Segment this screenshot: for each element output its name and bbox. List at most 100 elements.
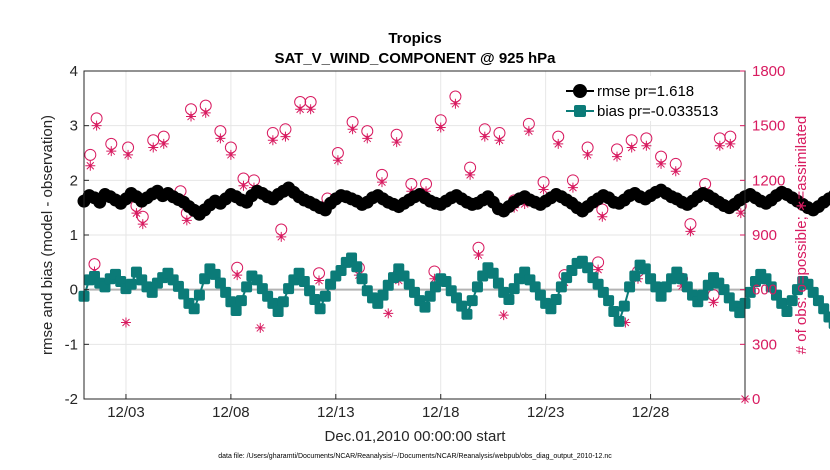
- obs-assimilated-point: [656, 158, 667, 169]
- legend-rmse-marker: [573, 84, 587, 98]
- x-tick-label: 12/18: [422, 404, 460, 421]
- obs-assimilated-point: [276, 231, 287, 242]
- x-tick-label: 12/13: [317, 404, 355, 421]
- bias-point: [220, 286, 232, 298]
- obs-assimilated-point: [295, 104, 306, 115]
- bias-point: [734, 307, 746, 319]
- chart-title: Tropics: [388, 30, 441, 47]
- obs-assimilated-point: [120, 317, 131, 328]
- obs-assimilated-point: [123, 149, 134, 160]
- bias-point: [319, 290, 331, 302]
- bias-point: [277, 296, 289, 308]
- bias-point: [471, 281, 483, 293]
- bias-point: [304, 285, 316, 297]
- bias-point: [781, 306, 793, 318]
- rmse-point: [827, 190, 830, 201]
- bias-point: [125, 278, 137, 290]
- bias-point: [388, 272, 400, 284]
- obs-assimilated-point: [305, 104, 316, 115]
- chart-subtitle: SAT_V_WIND_COMPONENT @ 925 hPa: [274, 50, 556, 67]
- bias-point: [624, 281, 636, 293]
- bias-point: [555, 281, 567, 293]
- obs-assimilated-point: [158, 138, 169, 149]
- bias-point: [419, 301, 431, 313]
- legend-bias-marker: [574, 105, 586, 117]
- y-right-tick-label: 900: [752, 227, 777, 244]
- y-tick-label: 3: [70, 118, 78, 135]
- bias-point: [298, 275, 310, 287]
- bias-point: [346, 252, 358, 264]
- obs-assimilated-point: [597, 211, 608, 222]
- bias-point: [550, 294, 562, 306]
- obs-assimilated-point: [280, 131, 291, 142]
- bias-point: [193, 289, 205, 301]
- bias-point: [582, 262, 594, 274]
- obs-assimilated-point: [641, 140, 652, 151]
- obs-assimilated-point: [429, 273, 440, 284]
- bias-point: [655, 290, 667, 302]
- bias-point: [314, 303, 326, 315]
- obs-assimilated-point: [626, 142, 637, 153]
- bias-series: [78, 252, 830, 329]
- bias-point: [508, 283, 520, 295]
- obs-assimilated-point: [362, 133, 373, 144]
- obs-assimilated-point: [238, 180, 249, 191]
- bias-point: [241, 281, 253, 293]
- bias-point: [209, 268, 221, 280]
- obs-assimilated-point: [735, 208, 746, 219]
- bias-point: [503, 294, 515, 306]
- obs-assimilated-point: [200, 107, 211, 118]
- obs-assimilated-point: [620, 317, 631, 328]
- obs-assimilated-point: [85, 160, 96, 171]
- bias-point: [608, 306, 620, 318]
- bias-point: [823, 311, 830, 323]
- y-right-tick-label: 300: [752, 336, 777, 353]
- obs-assimilated-point: [553, 138, 564, 149]
- bias-point: [251, 274, 263, 286]
- bias-point: [466, 295, 478, 307]
- obs-assimilated-point: [611, 151, 622, 162]
- footnote: data file: /Users/gharamti/Documents/NCA…: [218, 453, 612, 460]
- bias-point: [351, 261, 363, 273]
- obs-assimilated-point: [332, 155, 343, 166]
- obs-assimilated-point: [232, 270, 243, 281]
- obs-assimilated-point: [383, 308, 394, 319]
- bias-point: [461, 308, 473, 320]
- obs-assimilated-point: [538, 184, 549, 195]
- bias-point: [545, 303, 557, 315]
- y-axis-right-label: # of obs: o=possible; ∗=assimilated: [793, 116, 810, 355]
- legend: rmse pr=1.618 bias pr=-0.033513: [561, 76, 741, 121]
- bias-point: [214, 277, 226, 289]
- obs-assimilated-point: [181, 215, 192, 226]
- obs-assimilated-point: [523, 126, 534, 137]
- bias-point: [272, 306, 284, 318]
- bias-point: [629, 270, 641, 282]
- y-axis-right: 0 300 600 900 1200 1500 1800: [740, 63, 785, 408]
- obs-assimilated-point: [567, 182, 578, 193]
- y-tick-label: -2: [65, 391, 78, 408]
- obs-assimilated-point: [347, 124, 358, 135]
- obs-assimilated-point: [148, 142, 159, 153]
- y-right-tick-label: 1500: [752, 118, 785, 135]
- obs-assimilated-point: [131, 208, 142, 219]
- obs-assimilated-point: [391, 137, 402, 148]
- obs-assimilated-point: [314, 275, 325, 286]
- y-axis-left: -2 -1 0 1 2 3 4: [65, 63, 89, 408]
- obs-assimilated-point: [465, 169, 476, 180]
- bias-point: [618, 300, 630, 312]
- obs-assimilated-point: [708, 297, 719, 308]
- bias-point: [639, 263, 651, 275]
- obs-assimilated-point: [225, 149, 236, 160]
- obs-assimilated-point: [670, 166, 681, 177]
- obs-assimilated-point: [593, 264, 604, 275]
- obs-assimilated-point: [725, 138, 736, 149]
- bias-point: [235, 295, 247, 307]
- obs-assimilated-point: [479, 131, 490, 142]
- obs-assimilated-point: [582, 149, 593, 160]
- obs-assimilated-point: [685, 226, 696, 237]
- legend-rmse-label: rmse pr=1.618: [597, 83, 694, 100]
- legend-box: [561, 76, 741, 121]
- obs-assimilated-point: [473, 250, 484, 261]
- bias-point: [199, 273, 211, 285]
